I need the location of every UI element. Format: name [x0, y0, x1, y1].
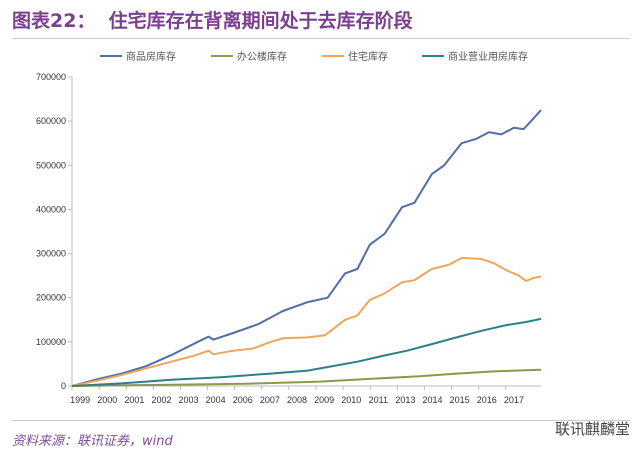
x-tick-label: 2013 — [395, 395, 415, 405]
legend-label: 办公楼库存 — [237, 50, 287, 63]
y-tick-label: 400000 — [36, 204, 66, 214]
x-tick-label: 2014 — [423, 395, 443, 405]
series-line-3 — [71, 257, 542, 387]
title-divider — [12, 38, 630, 39]
y-tick-label: 0 — [61, 381, 66, 391]
legend-label: 商业营业用房库存 — [448, 50, 528, 63]
x-tick-label: 2008 — [287, 395, 307, 405]
x-tick-label: 2003 — [179, 395, 199, 405]
series-line-2 — [71, 368, 542, 387]
x-tick-label: 2000 — [97, 395, 117, 405]
y-tick-label: 600000 — [36, 116, 66, 126]
legend-label: 商品房库存 — [126, 50, 176, 63]
legend-label: 住宅库存 — [348, 50, 388, 63]
watermark: 联讯麒麟堂 — [554, 420, 630, 438]
x-tick-label: 2016 — [477, 395, 497, 405]
footer-divider — [12, 420, 630, 421]
x-tick-label: 1999 — [70, 395, 90, 405]
x-tick-label: 2010 — [341, 395, 361, 405]
x-tick-label: 2011 — [369, 395, 388, 405]
x-tick-label: 2002 — [151, 395, 171, 405]
y-tick-label: 700000 — [36, 72, 66, 82]
x-tick-label: 2017 — [504, 395, 524, 405]
x-tick-label: 2007 — [260, 395, 280, 405]
y-tick-label: 100000 — [36, 337, 66, 347]
series-line-4 — [71, 317, 542, 387]
x-tick-label: 2001 — [124, 395, 144, 405]
x-tick-label: 2015 — [450, 395, 470, 405]
x-tick-label: 2009 — [314, 395, 334, 405]
chart-title: 图表22： 住宅库存在背离期间处于去库存阶段 — [12, 10, 413, 32]
x-tick-label: 2006 — [233, 395, 253, 405]
x-tick-label: 2004 — [206, 395, 226, 405]
series-line-1 — [71, 109, 542, 387]
source-note: 资料来源：联讯证券，wind — [12, 434, 173, 449]
y-tick-label: 500000 — [36, 160, 66, 170]
y-tick-label: 200000 — [36, 293, 66, 303]
y-tick-label: 300000 — [36, 249, 66, 259]
line-chart: 0 100000 200000 300000 400000 500000 600000 700… — [36, 50, 542, 405]
